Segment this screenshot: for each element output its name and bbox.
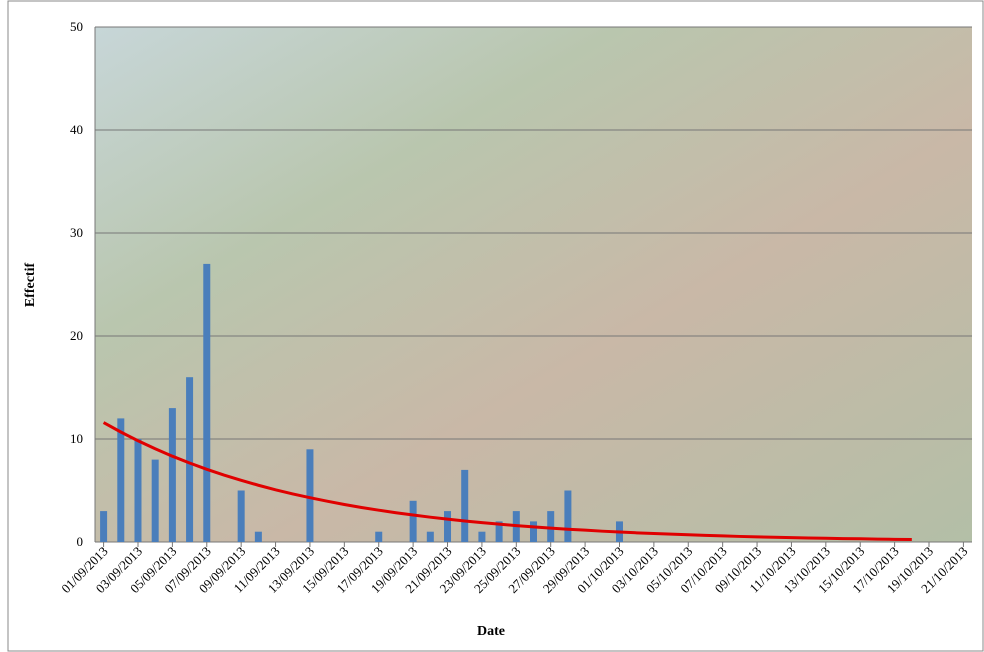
- plot-background: [95, 27, 972, 542]
- bar: [203, 263, 211, 542]
- y-tick-label: 0: [77, 534, 84, 549]
- bar: [117, 418, 125, 542]
- y-tick-label: 50: [70, 19, 83, 34]
- y-axis-title: Effectif: [23, 263, 38, 308]
- bar: [495, 521, 503, 542]
- bar: [478, 531, 486, 542]
- y-tick-label: 30: [70, 225, 83, 240]
- bar: [409, 500, 417, 542]
- bar: [306, 449, 314, 542]
- bar: [254, 531, 262, 542]
- bar: [134, 439, 142, 542]
- bar: [530, 521, 537, 542]
- bar: [237, 490, 245, 542]
- bar: [100, 511, 108, 542]
- bar: [186, 377, 194, 542]
- bar: [444, 511, 452, 542]
- x-axis-title: Date: [477, 624, 505, 639]
- bar: [564, 490, 572, 542]
- bar: [461, 469, 469, 542]
- bar: [151, 459, 159, 542]
- bar: [547, 511, 555, 542]
- bar: [375, 531, 383, 542]
- y-tick-label: 20: [70, 328, 83, 343]
- bar: [168, 408, 176, 542]
- bar: [426, 531, 434, 542]
- trend-line: [102, 421, 912, 542]
- y-tick-label: 40: [70, 122, 83, 137]
- y-tick-label: 10: [70, 431, 83, 446]
